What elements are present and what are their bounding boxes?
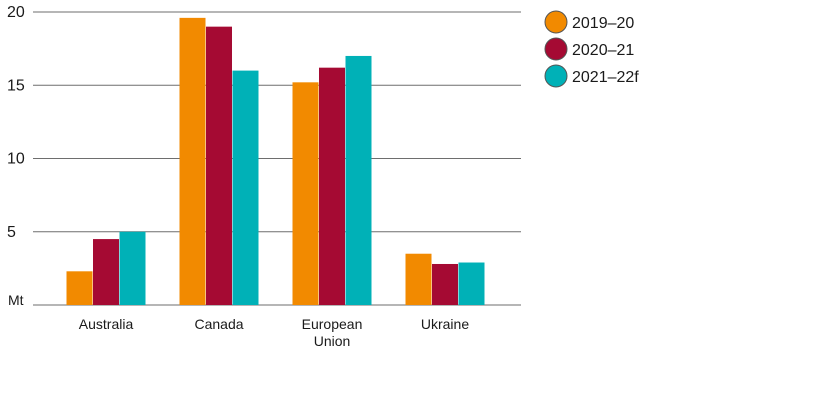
bar-european-union-3 xyxy=(345,55,372,306)
y-axis-unit-label: Mt xyxy=(8,292,24,308)
bar-ukraine-2 xyxy=(432,263,458,305)
legend-swatch-1 xyxy=(544,10,568,34)
bar-european-union-2 xyxy=(319,67,345,305)
bar-ukraine-3 xyxy=(458,262,485,305)
legend-label-2: 2020–21 xyxy=(572,42,634,59)
y-tick-label-20: 20 xyxy=(7,4,25,21)
x-tick-label-australia: Australia xyxy=(79,316,134,332)
y-tick-label-5: 5 xyxy=(7,224,16,241)
y-tick-label-10: 10 xyxy=(7,151,25,168)
bar-european-union-1 xyxy=(292,82,319,305)
y-axis-ticks: 5 10 15 20 xyxy=(7,4,25,241)
bar-australia-1 xyxy=(66,271,93,305)
legend-swatch-2 xyxy=(544,37,568,61)
y-tick-label-15: 15 xyxy=(7,77,25,94)
x-tick-label-ukraine: Ukraine xyxy=(421,316,469,332)
bar-canada-1 xyxy=(179,17,206,306)
x-axis-labels: Australia Canada European Union Ukraine xyxy=(79,316,470,349)
bar-canada-2 xyxy=(206,26,232,306)
x-tick-label-european-union: European Union xyxy=(302,316,363,349)
bar-australia-3 xyxy=(119,231,146,305)
bars xyxy=(66,17,485,306)
legend: 2019–20 2020–21 2021–22f xyxy=(544,10,639,88)
bar-canada-3 xyxy=(232,70,259,305)
legend-label-3: 2021–22f xyxy=(572,69,639,86)
legend-label-1: 2019–20 xyxy=(572,15,634,32)
x-tick-label-canada: Canada xyxy=(194,316,243,332)
bar-australia-2 xyxy=(93,239,119,305)
legend-swatch-3 xyxy=(544,64,568,88)
bar-ukraine-1 xyxy=(405,253,432,305)
